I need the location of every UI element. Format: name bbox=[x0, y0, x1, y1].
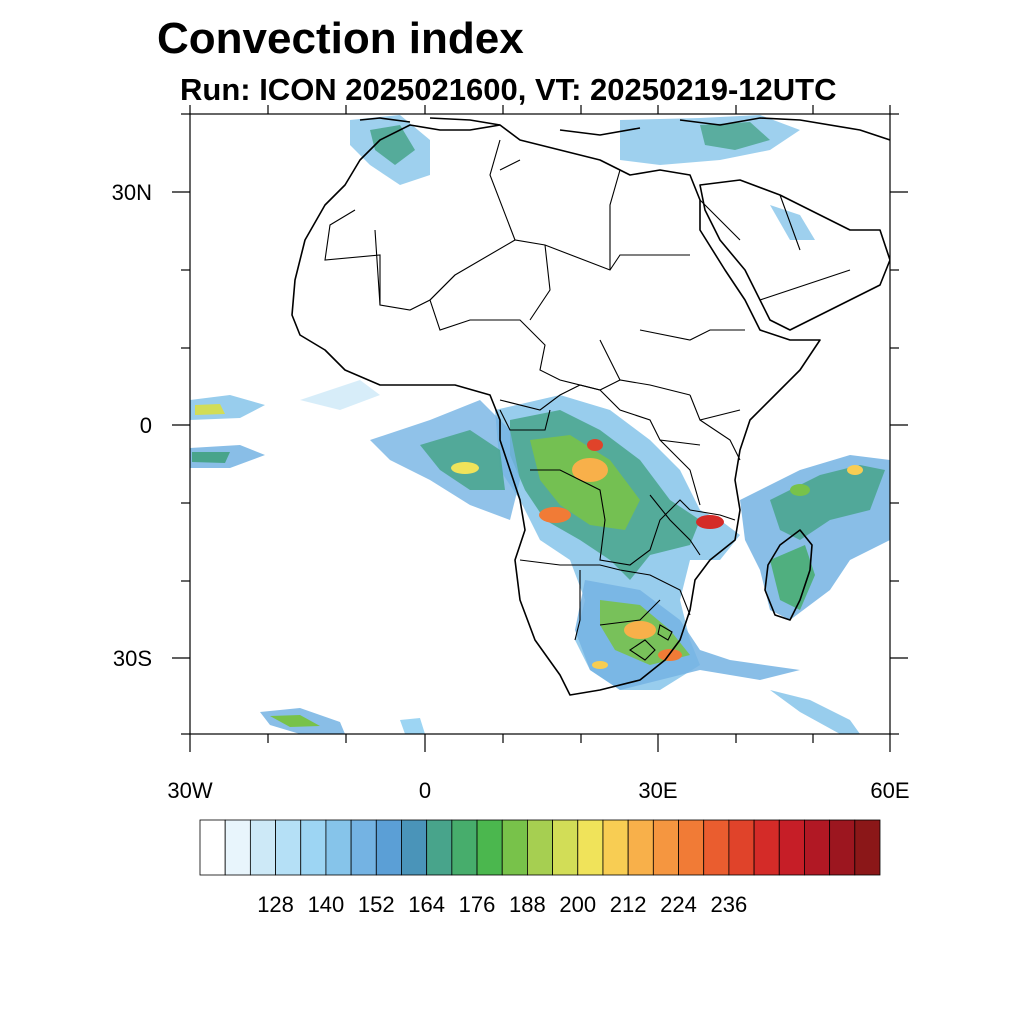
cell-4 bbox=[587, 439, 603, 451]
colorbar-swatch bbox=[602, 819, 629, 876]
colorbar-label: 236 bbox=[711, 892, 748, 917]
country-borders bbox=[324, 139, 851, 661]
lon-label-60e: 60E bbox=[870, 778, 909, 803]
colorbar-swatch bbox=[199, 819, 226, 876]
colorbar-swatch bbox=[249, 819, 276, 876]
axis-ticks bbox=[172, 105, 908, 752]
colorbar-label: 152 bbox=[358, 892, 395, 917]
lon-label-30e: 30E bbox=[638, 778, 677, 803]
map-frame bbox=[189, 113, 891, 735]
colorbar-swatch bbox=[300, 819, 327, 876]
colorbar-swatch bbox=[476, 819, 503, 876]
colorbar-label: 224 bbox=[660, 892, 697, 917]
cell-3 bbox=[696, 515, 724, 529]
colorbar-swatch bbox=[778, 819, 805, 876]
lon-label-0: 0 bbox=[419, 778, 431, 803]
colorbar-swatch bbox=[451, 819, 478, 876]
colorbar-swatch bbox=[527, 819, 553, 876]
chart-subtitle: Run: ICON 2025021600, VT: 20250219-12UTC bbox=[180, 72, 837, 107]
colorbar-swatch bbox=[678, 819, 705, 876]
colorbar-swatch bbox=[350, 819, 377, 876]
colorbar-swatch bbox=[703, 819, 730, 876]
colorbar-swatch bbox=[426, 819, 453, 876]
colorbar-swatch bbox=[552, 819, 579, 876]
colorbar-swatch bbox=[854, 819, 881, 876]
colorbar-swatch bbox=[577, 819, 604, 876]
colorbar-label: 140 bbox=[308, 892, 345, 917]
lat-label-30n: 30N bbox=[112, 180, 152, 205]
africa-coastline bbox=[291, 124, 821, 696]
colorbar-label: 188 bbox=[509, 892, 546, 917]
lat-label-0: 0 bbox=[140, 413, 152, 438]
colorbar-swatch bbox=[829, 819, 856, 876]
colorbar-label: 164 bbox=[408, 892, 445, 917]
field-atlantic-inner bbox=[420, 430, 505, 490]
colorbar-swatch bbox=[753, 819, 780, 876]
europe-coast bbox=[359, 117, 890, 141]
coastlines bbox=[291, 117, 890, 696]
colorbar: 128 140 152 164 176 188 200 212 224 236 bbox=[199, 819, 881, 917]
colorbar-swatch bbox=[652, 819, 679, 876]
colorbar-label: 200 bbox=[559, 892, 596, 917]
colorbar-swatch bbox=[375, 819, 402, 876]
colorbar-swatch bbox=[627, 819, 654, 876]
colorbar-swatch bbox=[804, 819, 831, 876]
lat-label-30s: 30S bbox=[113, 646, 152, 671]
cell-1 bbox=[572, 458, 608, 482]
chart-title: Convection index bbox=[157, 14, 524, 63]
colorbar-swatch bbox=[501, 819, 528, 876]
arabia bbox=[699, 179, 890, 331]
colorbar-swatch bbox=[224, 819, 251, 876]
colorbar-swatch bbox=[401, 819, 428, 876]
colorbar-swatch bbox=[275, 819, 302, 876]
colorbar-swatch bbox=[728, 819, 755, 876]
colorbar-label: 212 bbox=[610, 892, 647, 917]
convection-fields bbox=[190, 115, 890, 734]
cell-2 bbox=[539, 507, 571, 523]
colorbar-label: 128 bbox=[257, 892, 294, 917]
madagascar bbox=[764, 529, 813, 621]
lon-label-30w: 30W bbox=[167, 778, 212, 803]
colorbar-swatch bbox=[325, 819, 352, 876]
colorbar-label: 176 bbox=[459, 892, 496, 917]
